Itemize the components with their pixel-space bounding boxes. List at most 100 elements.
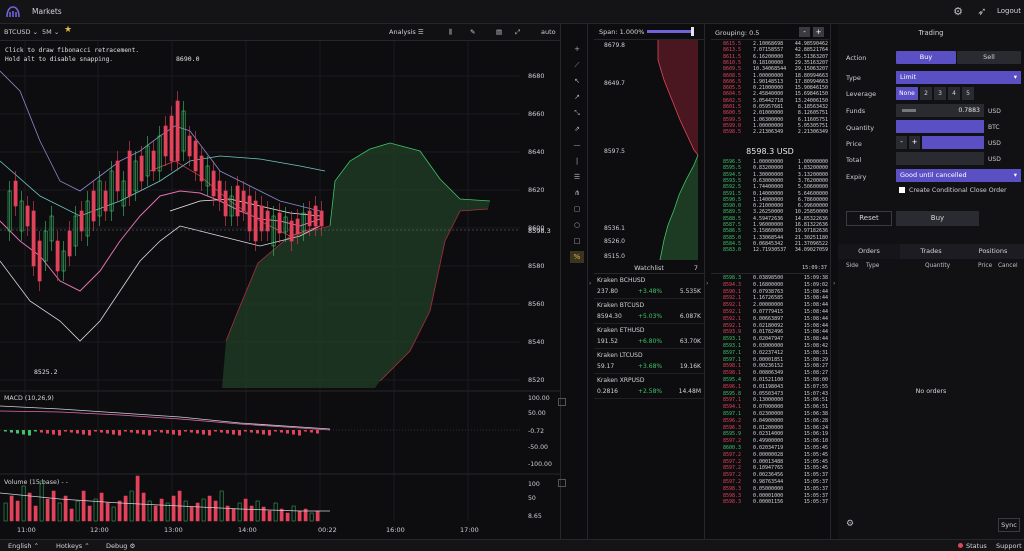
tab-orders[interactable]: Orders — [838, 244, 900, 259]
leverage-2-button[interactable]: 2 — [920, 87, 932, 100]
orderbook-row[interactable]: 8592.5 1.74400000 5.50600000 — [711, 184, 829, 190]
settings-gear-icon[interactable]: ⚙ — [953, 5, 963, 18]
orderbook-row[interactable]: 8595.5 0.83200000 1.83200000 — [711, 165, 829, 171]
price-increment-button[interactable]: + — [909, 136, 920, 149]
status-button[interactable]: Status — [958, 542, 987, 550]
orderbook-row[interactable]: 8608.5 1.00000000 18.80994663 — [711, 73, 829, 79]
favorite-star-icon[interactable]: ★ — [64, 25, 73, 35]
grouping-plus-button[interactable]: + — [813, 27, 824, 37]
price-chart[interactable]: 8690.0 8525.2 8680 8660 8640 8620 8600 8580 85… — [0, 41, 560, 539]
square-icon[interactable]: □ — [573, 237, 581, 245]
panel-toggle[interactable] — [558, 479, 566, 487]
ray-icon[interactable]: ↖ — [574, 77, 580, 85]
order-type-select[interactable]: Limit ▾ — [896, 71, 1021, 84]
collapse-right-icon[interactable]: › — [833, 280, 836, 287]
orderbook-row[interactable]: 8602.5 5.05442718 13.24006150 — [711, 98, 829, 104]
scale-mode-toggle[interactable]: auto — [541, 28, 556, 36]
debug-button[interactable]: Debug ⚙ — [106, 542, 135, 550]
language-selector[interactable]: English ⌃ — [8, 542, 39, 550]
collapse-left-icon[interactable]: › — [706, 280, 709, 287]
expiry-select[interactable]: Good until cancelled ▾ — [896, 169, 1021, 182]
rocket-icon[interactable]: ➶ — [977, 5, 987, 18]
interval-selector[interactable]: 5M ⌄ — [42, 28, 60, 36]
sell-tab-button[interactable]: Sell — [957, 51, 1021, 64]
chart-type-selector[interactable]: ⫼ — [449, 28, 452, 37]
rectangle-icon[interactable]: ▢ — [573, 205, 581, 213]
analysis-menu[interactable]: Analysis ☰ — [389, 28, 424, 36]
orderbook-row[interactable]: 8589.5 3.26250000 10.25850000 — [711, 209, 829, 215]
channel-icon[interactable]: ⇗ — [574, 125, 580, 133]
circle-icon[interactable]: ○ — [573, 221, 581, 229]
submit-buy-button[interactable]: Buy — [896, 211, 979, 226]
orderbook-row[interactable]: 8604.5 2.45840000 15.69846150 — [711, 91, 829, 97]
lines-icon[interactable]: ☰ — [573, 173, 581, 181]
watchlist-item[interactable]: Kraken XRPUSD 0.2816 +2.58% 14.48M — [594, 374, 704, 399]
watchlist-item[interactable]: Kraken LTCUSD 59.17 +3.68% 19.16K — [594, 349, 704, 374]
tab-trades[interactable]: Trades — [900, 244, 962, 259]
logout-button[interactable]: Logout — [997, 7, 1021, 15]
orderbook-row[interactable]: 8606.5 1.90148513 17.80994663 — [711, 79, 829, 85]
leverage-5-button[interactable]: 5 — [962, 87, 974, 100]
orderbook-row[interactable]: 8596.5 1.00000000 1.00000000 — [711, 159, 829, 165]
pitchfork-icon[interactable]: ⋔ — [574, 189, 580, 197]
price-decrement-button[interactable]: - — [896, 136, 907, 149]
orderbook-row[interactable]: 8585.0 1.33068544 21.30251180 — [711, 235, 829, 241]
orderbook-row[interactable]: 8605.5 0.21000000 15.90846150 — [711, 85, 829, 91]
watchlist-item[interactable]: Kraken ETHUSD 191.52 +6.80% 63.70K — [594, 324, 704, 349]
arrow-line-icon[interactable]: ↗ — [574, 93, 580, 101]
orderbook-row[interactable]: 8615.5 2.10068698 44.98590462 — [711, 41, 829, 47]
conditional-close-checkbox[interactable] — [899, 187, 905, 193]
leverage-none-button[interactable]: None — [896, 87, 918, 100]
reset-button[interactable]: Reset — [846, 211, 892, 226]
horizontal-line-icon[interactable]: — — [573, 141, 581, 149]
leverage-3-button[interactable]: 3 — [934, 87, 946, 100]
symbol-selector[interactable]: BTCUSD ⌄ — [4, 28, 39, 36]
panel-settings-gear-icon[interactable]: ⚙ — [846, 519, 855, 529]
orderbook-row[interactable]: 8588.5 4.59472636 14.85322636 — [711, 216, 829, 222]
orderbook-row[interactable]: 8591.5 0.14000000 5.64600000 — [711, 191, 829, 197]
orderbook-row[interactable]: 8610.5 0.18100000 29.35163207 — [711, 60, 829, 66]
orderbook-row[interactable]: 8587.5 1.96000000 16.81322636 — [711, 222, 829, 228]
extended-line-icon[interactable]: ⤡ — [574, 109, 580, 117]
orderbook-row[interactable]: 8583.0 12.71930537 34.09027059 — [711, 247, 829, 253]
orderbook-row[interactable]: 8590.5 1.14000000 6.78600000 — [711, 197, 829, 203]
kraken-logo-icon[interactable] — [6, 6, 20, 18]
orderbook-row[interactable]: 8600.5 2.01000000 8.12605751 — [711, 110, 829, 116]
support-link[interactable]: Support — [996, 542, 1022, 550]
span-slider-handle[interactable] — [691, 27, 694, 36]
orderbook-row[interactable]: 8601.5 0.05957681 8.18563432 — [711, 104, 829, 110]
orderbook-row[interactable]: 8590.0 0.21000000 6.99600000 — [711, 203, 829, 209]
orderbook-row[interactable]: 8594.5 1.30000000 3.13200000 — [711, 172, 829, 178]
orderbook-row[interactable]: 8586.5 3.15860000 19.97182636 — [711, 228, 829, 234]
grouping-minus-button[interactable]: - — [799, 27, 810, 37]
leverage-4-button[interactable]: 4 — [948, 87, 960, 100]
quantity-input[interactable] — [896, 120, 984, 133]
watchlist-item[interactable]: Kraken BTCUSD 8594.30 +5.03% 6.087K — [594, 299, 704, 324]
panel-toggle[interactable] — [558, 398, 566, 406]
crosshair-icon[interactable]: + — [574, 45, 580, 53]
orderbook-row[interactable]: 8613.5 7.07158557 42.88521764 — [711, 47, 829, 53]
markets-nav-link[interactable]: Markets — [32, 7, 62, 16]
orderbook-row[interactable]: 8599.5 1.06300000 6.11605751 — [711, 117, 829, 123]
depth-chart[interactable]: 8679.8 8649.7 8597.5 8536.1 8526.0 8515.0 — [594, 40, 704, 260]
draw-tool-selector[interactable]: ✎ — [470, 28, 475, 36]
buy-tab-button[interactable]: Buy — [896, 51, 956, 64]
orderbook-row[interactable]: 8584.5 0.06845342 21.37096522 — [711, 241, 829, 247]
orderbook-row[interactable]: 8609.5 10.34068544 29.15063207 — [711, 66, 829, 72]
save-layout-button[interactable]: ▤ — [496, 28, 502, 36]
collapse-left-icon[interactable]: › — [589, 280, 592, 287]
trend-line-icon[interactable]: ⟋ — [574, 61, 580, 69]
hotkeys-button[interactable]: Hotkeys ⌃ — [56, 542, 90, 550]
tab-positions[interactable]: Positions — [962, 244, 1024, 259]
orderbook-row[interactable]: 8598.5 2.21306349 2.21306349 — [711, 129, 829, 135]
price-input[interactable] — [922, 136, 984, 149]
watchlist-count[interactable]: 7 — [693, 264, 698, 272]
sync-button[interactable]: Sync — [998, 518, 1020, 532]
orderbook-row[interactable]: 8611.5 6.16200000 35.51363207 — [711, 54, 829, 60]
fullscreen-button[interactable]: ⤢ — [515, 28, 520, 37]
vertical-line-icon[interactable]: | — [575, 157, 579, 165]
orderbook-row[interactable]: 8599.0 1.00000000 5.05305751 — [711, 123, 829, 129]
fibonacci-tool-icon[interactable]: % — [570, 251, 584, 263]
orderbook-row[interactable]: 8593.5 0.63000000 3.76200000 — [711, 178, 829, 184]
watchlist-item[interactable]: Kraken BCHUSD 237.80 +3.48% 5.535K — [594, 274, 704, 299]
